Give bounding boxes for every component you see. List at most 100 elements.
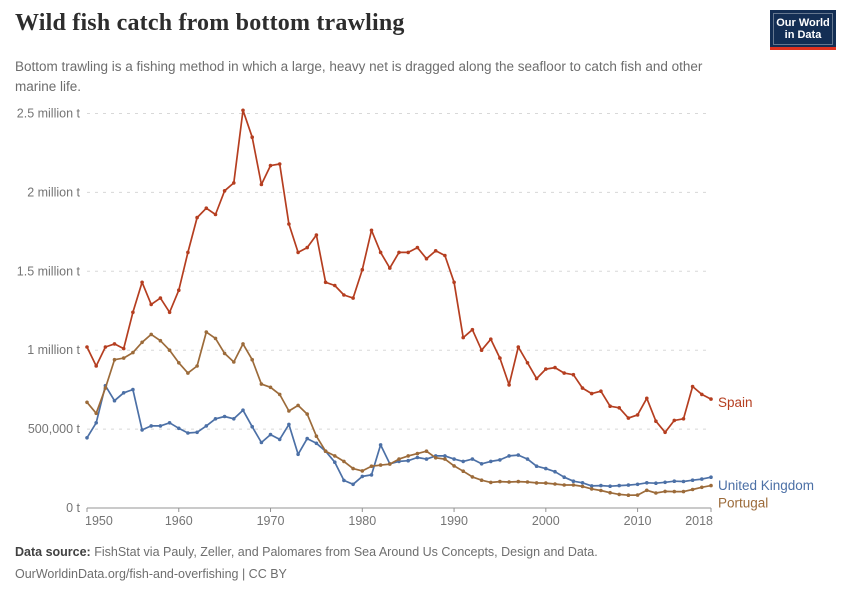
- data-point[interactable]: [479, 462, 484, 466]
- data-point[interactable]: [654, 419, 658, 424]
- data-point[interactable]: [645, 481, 649, 485]
- data-point[interactable]: [681, 417, 686, 421]
- data-point[interactable]: [690, 384, 695, 389]
- data-point[interactable]: [259, 182, 264, 187]
- data-point[interactable]: [571, 479, 576, 484]
- data-point[interactable]: [424, 449, 429, 454]
- data-point[interactable]: [103, 386, 108, 390]
- data-point[interactable]: [617, 492, 621, 497]
- data-point[interactable]: [415, 455, 420, 460]
- data-point[interactable]: [433, 456, 438, 460]
- data-point[interactable]: [388, 266, 392, 270]
- data-point[interactable]: [580, 481, 585, 485]
- owid-logo[interactable]: Our World in Data: [770, 10, 836, 50]
- data-point[interactable]: [158, 296, 163, 300]
- data-point[interactable]: [131, 387, 135, 392]
- data-point[interactable]: [333, 460, 337, 465]
- data-point[interactable]: [544, 367, 548, 371]
- series-line-portugal[interactable]: [86, 331, 712, 497]
- data-point[interactable]: [443, 253, 447, 258]
- data-point[interactable]: [149, 424, 153, 428]
- data-point[interactable]: [470, 327, 475, 332]
- data-point[interactable]: [287, 422, 291, 427]
- data-point[interactable]: [388, 462, 392, 466]
- data-point[interactable]: [709, 483, 713, 488]
- data-point[interactable]: [589, 484, 594, 488]
- data-point[interactable]: [498, 356, 502, 360]
- data-point[interactable]: [507, 454, 511, 458]
- data-point[interactable]: [360, 469, 365, 473]
- data-point[interactable]: [443, 457, 447, 461]
- data-point[interactable]: [672, 479, 677, 484]
- data-point[interactable]: [516, 345, 521, 349]
- data-point[interactable]: [700, 477, 704, 481]
- data-point[interactable]: [378, 443, 383, 447]
- data-point[interactable]: [140, 280, 144, 285]
- data-point[interactable]: [222, 351, 227, 356]
- data-point[interactable]: [342, 293, 346, 297]
- data-point[interactable]: [498, 479, 502, 484]
- data-point[interactable]: [131, 350, 135, 355]
- data-point[interactable]: [140, 428, 144, 432]
- data-point[interactable]: [149, 302, 153, 307]
- data-point[interactable]: [663, 480, 667, 485]
- data-point[interactable]: [131, 310, 135, 315]
- data-point[interactable]: [213, 212, 218, 217]
- data-point[interactable]: [498, 458, 502, 462]
- data-point[interactable]: [314, 233, 319, 237]
- data-point[interactable]: [305, 412, 310, 416]
- data-point[interactable]: [277, 392, 282, 397]
- data-point[interactable]: [406, 250, 411, 255]
- data-point[interactable]: [287, 222, 291, 226]
- data-point[interactable]: [681, 479, 686, 484]
- data-point[interactable]: [351, 296, 355, 300]
- data-point[interactable]: [351, 482, 355, 487]
- data-point[interactable]: [672, 489, 677, 494]
- data-point[interactable]: [94, 364, 98, 368]
- data-point[interactable]: [369, 473, 374, 477]
- data-point[interactable]: [213, 336, 218, 341]
- data-point[interactable]: [268, 432, 273, 437]
- data-point[interactable]: [158, 338, 163, 343]
- data-point[interactable]: [700, 392, 704, 397]
- data-point[interactable]: [580, 386, 585, 390]
- data-point[interactable]: [599, 483, 603, 488]
- data-point[interactable]: [562, 371, 566, 375]
- data-point[interactable]: [121, 391, 126, 395]
- data-point[interactable]: [617, 406, 621, 410]
- data-point[interactable]: [663, 489, 667, 494]
- data-point[interactable]: [112, 342, 117, 346]
- data-point[interactable]: [663, 430, 667, 435]
- data-point[interactable]: [222, 189, 227, 193]
- data-point[interactable]: [314, 434, 319, 439]
- data-point[interactable]: [443, 454, 447, 458]
- data-point[interactable]: [415, 245, 420, 250]
- data-point[interactable]: [287, 409, 291, 413]
- data-point[interactable]: [406, 454, 411, 458]
- data-point[interactable]: [534, 481, 539, 485]
- data-point[interactable]: [222, 414, 227, 419]
- data-point[interactable]: [635, 493, 640, 497]
- data-point[interactable]: [195, 215, 199, 220]
- data-point[interactable]: [654, 491, 658, 495]
- data-point[interactable]: [103, 345, 108, 349]
- data-point[interactable]: [424, 457, 429, 461]
- data-point[interactable]: [654, 481, 658, 486]
- data-point[interactable]: [589, 391, 594, 396]
- data-point[interactable]: [452, 457, 456, 461]
- data-point[interactable]: [360, 267, 365, 272]
- data-point[interactable]: [149, 332, 153, 337]
- data-point[interactable]: [250, 357, 254, 362]
- data-point[interactable]: [507, 480, 511, 484]
- data-point[interactable]: [608, 490, 612, 495]
- data-point[interactable]: [342, 478, 346, 483]
- data-point[interactable]: [232, 417, 236, 421]
- data-point[interactable]: [333, 283, 337, 288]
- data-point[interactable]: [268, 385, 273, 390]
- data-point[interactable]: [158, 424, 163, 428]
- data-point[interactable]: [378, 463, 383, 467]
- data-point[interactable]: [709, 397, 713, 401]
- data-point[interactable]: [599, 389, 603, 394]
- data-point[interactable]: [360, 474, 365, 479]
- data-point[interactable]: [85, 400, 89, 405]
